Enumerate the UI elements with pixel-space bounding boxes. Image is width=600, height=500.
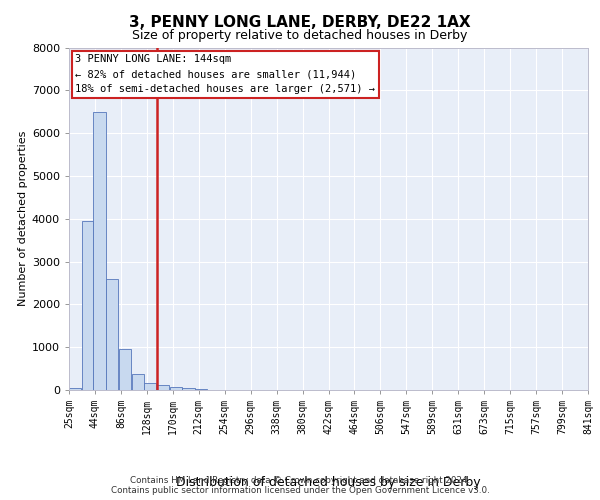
Bar [170, 387, 182, 390]
Bar [182, 388, 194, 390]
Bar [195, 388, 207, 390]
Bar [144, 382, 157, 390]
Bar [106, 278, 118, 390]
Bar [119, 350, 131, 390]
Text: 3 PENNY LONG LANE: 144sqm
← 82% of detached houses are smaller (11,944)
18% of s: 3 PENNY LONG LANE: 144sqm ← 82% of detac… [75, 54, 375, 94]
Bar [131, 374, 144, 390]
Bar [157, 385, 169, 390]
Text: Contains HM Land Registry data © Crown copyright and database right 2024.: Contains HM Land Registry data © Crown c… [130, 476, 470, 485]
Text: Size of property relative to detached houses in Derby: Size of property relative to detached ho… [133, 29, 467, 42]
X-axis label: Distribution of detached houses by size in Derby: Distribution of detached houses by size … [176, 476, 481, 489]
Text: Contains public sector information licensed under the Open Government Licence v3: Contains public sector information licen… [110, 486, 490, 495]
Bar [69, 388, 82, 390]
Bar [82, 221, 93, 390]
Text: 3, PENNY LONG LANE, DERBY, DE22 1AX: 3, PENNY LONG LANE, DERBY, DE22 1AX [129, 15, 471, 30]
Y-axis label: Number of detached properties: Number of detached properties [17, 131, 28, 306]
Bar [94, 112, 106, 390]
